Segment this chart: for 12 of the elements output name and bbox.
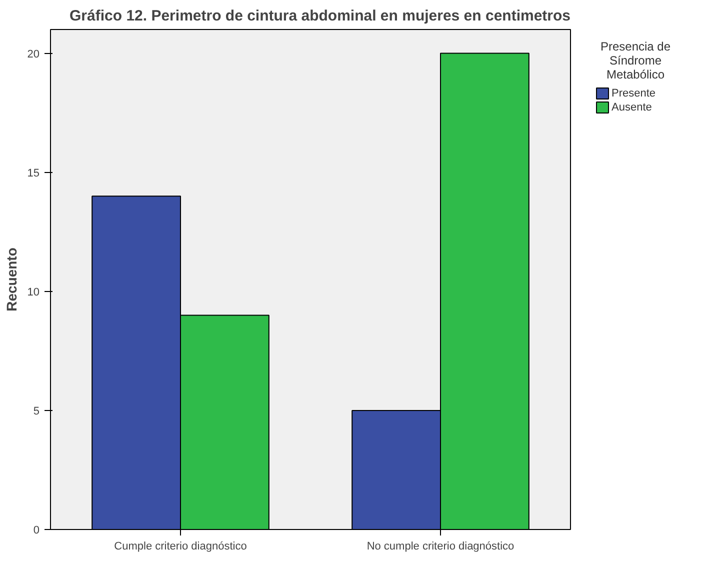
legend-label: Presente [612, 88, 656, 100]
chart-title: Gráfico 12. Perimetro de cintura abdominal en mujeres en centimetros [70, 8, 571, 24]
x-tick-label: No cumple criterio diagnóstico [366, 540, 514, 552]
legend-title: Presencia de Síndrome Metabólico [600, 40, 671, 82]
y-tick-label: 5 [33, 405, 40, 418]
x-tick-label: Cumple criterio diagnóstico [114, 540, 247, 552]
y-tick-label: 0 [33, 524, 40, 536]
y-tick-label: 15 [27, 167, 40, 180]
legend-label: Ausente [612, 102, 652, 114]
y-axis-title: Recuento [3, 248, 20, 312]
y-tick-label: 10 [27, 286, 40, 298]
y-tick-label: 20 [27, 48, 40, 60]
